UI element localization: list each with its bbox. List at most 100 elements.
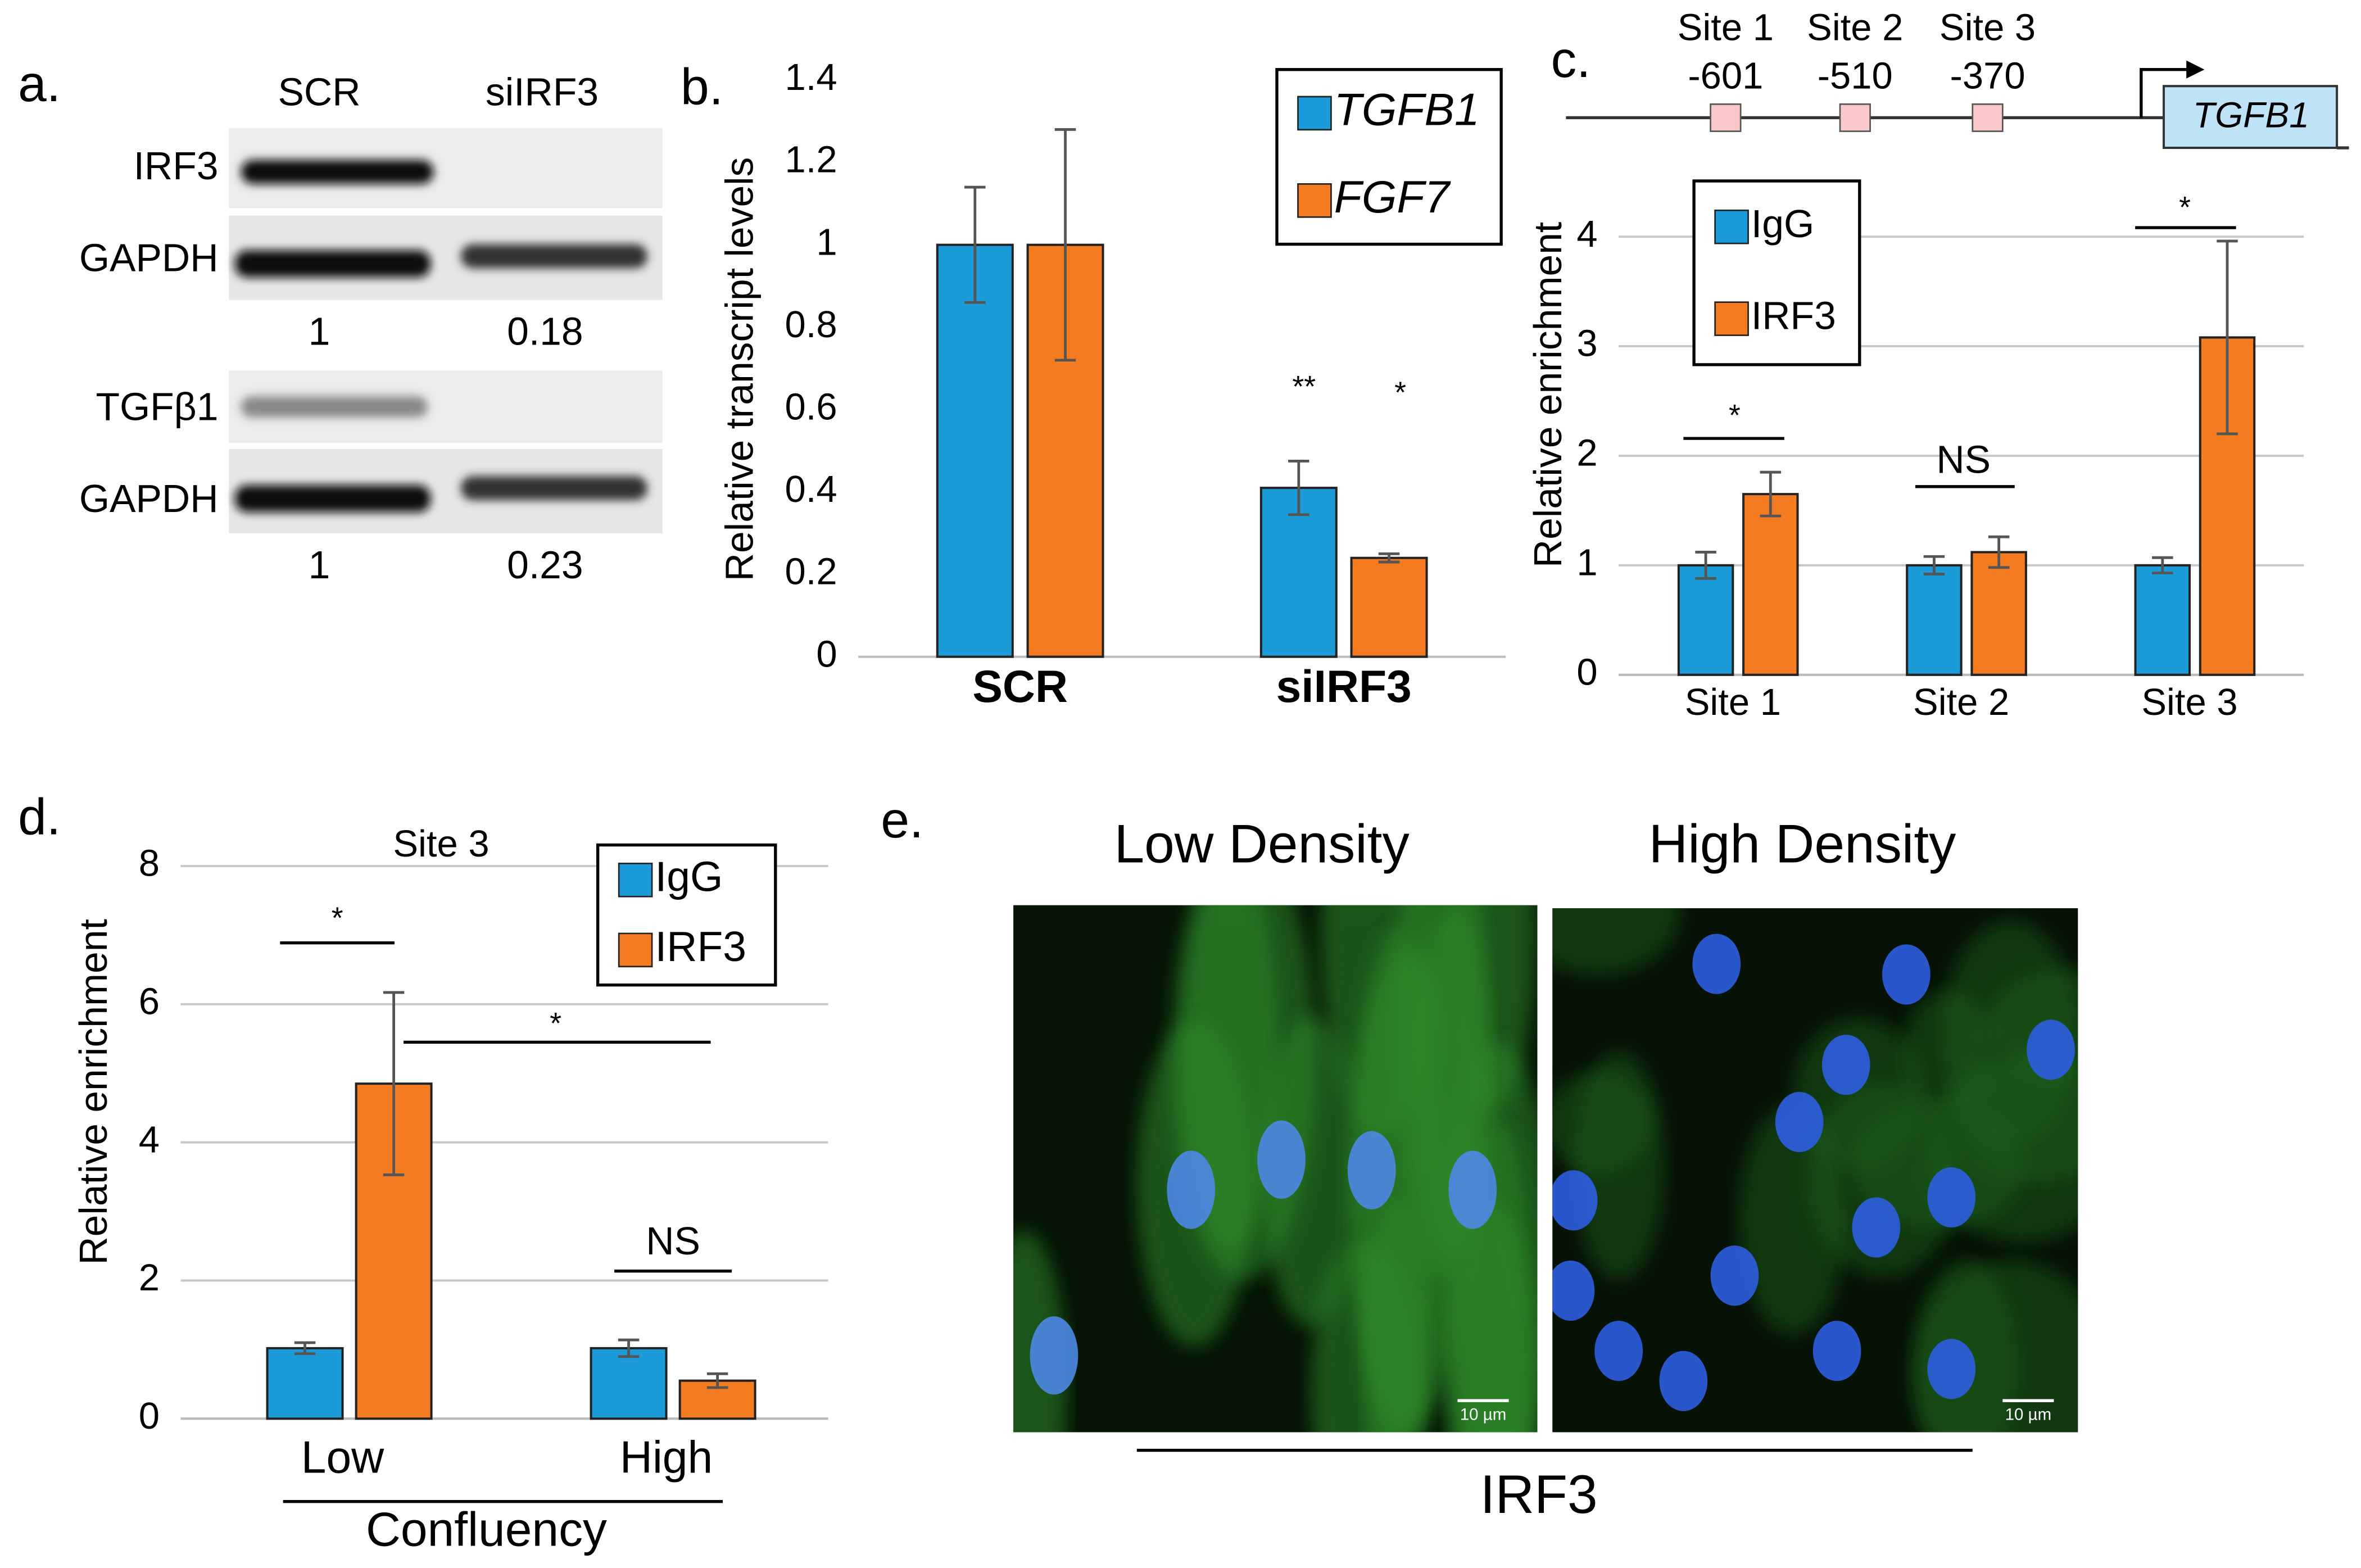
scale-label: 10 µm [2005,1406,2052,1424]
x-tick-label: High [620,1433,713,1483]
error-bar [1054,128,1076,362]
nucleus [1710,1245,1759,1306]
panel-label: c. [1551,31,1591,88]
band [234,485,431,513]
y-tick-label: 4 [1576,213,1597,255]
stain-label: IRF3 [1480,1465,1598,1525]
y-tick-label: 0 [1576,651,1597,693]
bar [1906,564,1963,676]
y-tick-label: 1 [1576,542,1597,584]
annotation: ** [1292,370,1316,404]
y-tick-label: 0.6 [785,386,837,428]
bar [936,243,1014,658]
x-tick-label: SCR [972,661,1068,712]
nucleus [1257,1120,1306,1199]
error-bar [1988,535,2010,569]
error-bar [294,1341,316,1356]
error-bar [2217,239,2238,436]
legend-swatch [1714,209,1749,244]
error-bar [706,1372,728,1389]
nucleus [1167,1150,1216,1229]
band [241,160,434,184]
cell-body [1574,1051,1665,1280]
blot-column: siIRF3 [486,70,599,114]
site-name: Site 2 [1807,7,1903,49]
western-blot: SCR siIRF3 IRF3 GAPDH TGFβ1 GAPDH 1 0.18… [79,70,663,587]
blot-row: GAPDH [79,477,219,520]
nucleus [1852,1197,1901,1258]
nucleus [1812,1321,1861,1381]
band [460,244,648,269]
legend-swatch [1297,96,1332,131]
nucleus [1882,944,1931,1005]
y-tick-label: 2 [139,1257,160,1299]
bar [1742,493,1799,676]
nucleus [1927,1167,1976,1228]
nucleus [1030,1316,1078,1395]
bar [1970,551,2027,676]
cell-body [1739,1104,1846,1334]
nucleus [2027,1019,2075,1080]
y-tick-label: 1 [816,221,837,263]
blot-row: GAPDH [79,235,219,279]
panel-label: a. [18,56,61,112]
legend-label: IgG [1751,202,1814,246]
x-tick-label: Site 3 [2141,681,2237,723]
cell-body [1311,1240,1418,1433]
blot-quant: 0.18 [507,310,583,354]
y-tick-label: 1.4 [785,56,837,98]
nucleus [1347,1131,1396,1209]
annotation: * [1394,376,1406,410]
y-tick-label: 0.4 [785,468,837,510]
image-title: Low Density [1114,814,1410,874]
annotation: * [2179,191,2191,224]
error-bar [1378,552,1400,564]
error-bar [1760,470,1782,518]
y-tick-label: 6 [139,981,160,1023]
y-tick-label: 0 [816,633,837,675]
annotation: * [550,1007,561,1040]
microscopy: Low Density High Density 10 µm 10 µm IRF… [1013,814,2078,1525]
blot-quant: 1 [309,310,330,354]
nucleus [1821,1035,1870,1095]
error-bar [383,991,405,1176]
band [460,476,648,500]
bar [1677,564,1734,676]
blot-quant: 0.23 [507,543,583,587]
y-tick-label: 3 [1576,323,1597,365]
tss-arrowhead [2186,60,2205,79]
gene-box [2163,85,2339,149]
annotation: * [332,901,343,935]
image-title: High Density [1649,814,1956,874]
blot-quant: 1 [309,543,330,587]
cell-body [1552,908,1680,975]
blot-row: IRF3 [134,144,219,188]
legend-label: IRF3 [1751,294,1836,338]
nucleus [1594,1321,1643,1381]
error-bar [1288,460,1309,516]
error-bar [2152,556,2173,574]
y-axis-label: Relative enrichment [71,919,115,1265]
y-axis-label: Relative transcript levels [717,157,761,582]
legend-swatch [1297,183,1332,218]
y-tick-label: 8 [139,842,160,885]
site-position: -370 [1950,55,2025,97]
cell-body [1262,1016,1361,1327]
legend-label: FGF7 [1334,172,1452,223]
tss-arrow [2140,68,2191,118]
x-axis-label: Confluency [366,1503,607,1557]
y-tick-label: 0.8 [785,303,837,346]
image-content [1013,905,1538,1433]
blot-column: SCR [278,70,360,114]
cell-body [1442,905,1536,1116]
nucleus [1692,933,1741,994]
band [241,396,428,418]
error-bar [618,1338,640,1358]
site-box [1972,103,2004,132]
panel-label: d. [18,789,61,846]
legend-label: TGFB1 [1334,85,1480,135]
x-tick-label: siIRF3 [1276,661,1412,712]
legend-label: IRF3 [655,923,746,970]
